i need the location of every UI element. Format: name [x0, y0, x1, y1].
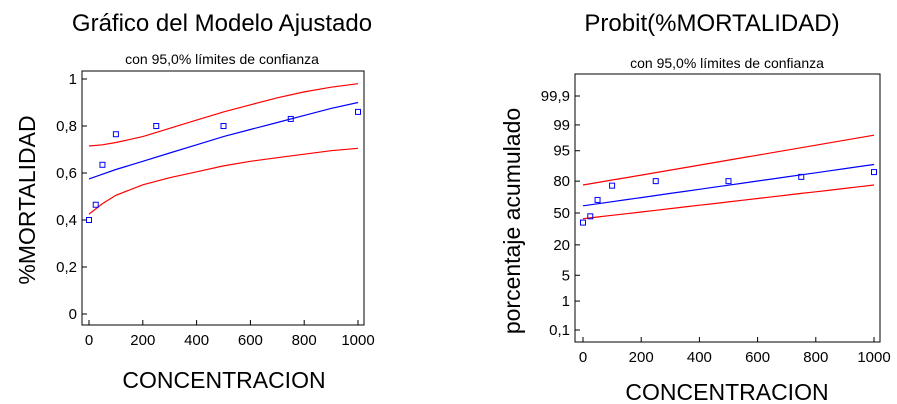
- chart1-data-point: [220, 123, 227, 129]
- chart1-data-point: [355, 108, 361, 115]
- chart2-data-point: [580, 219, 586, 226]
- chart1-title: Gráfico del Modelo Ajustado: [72, 10, 372, 37]
- chart2-x-axis-label: CONCENTRACION: [625, 379, 828, 404]
- chart1-upper-line: [88, 83, 359, 147]
- chart2-data-point: [609, 182, 616, 189]
- chart1-x-axis-label: CONCENTRACION: [122, 367, 325, 393]
- chart1-data-point: [86, 217, 92, 223]
- chart-probit: Probit(%MORTALIDAD) con 95,0% límites de…: [499, 10, 891, 404]
- chart2-y-tick-label: 1: [562, 293, 570, 310]
- chart2-data-point: [652, 178, 659, 185]
- chart1-x-tick-label: 800: [292, 332, 317, 349]
- chart2-data-point: [725, 178, 732, 185]
- chart1-y-tick-label: 0,6: [56, 165, 77, 182]
- chart2-x-tick-label: 0: [579, 349, 587, 366]
- chart2-data-point: [587, 213, 594, 220]
- chart1-x-tick-label: 400: [184, 332, 209, 349]
- chart2-y-tick-label: 99,9: [541, 88, 570, 105]
- chart1-plot-frame: [81, 70, 365, 326]
- chart2-x-tick-label: 400: [687, 349, 712, 366]
- chart2-y-axis-label: porcentaje acumulado: [499, 108, 525, 334]
- chart2-y-tick-label: 5: [562, 267, 570, 284]
- chart2-x-tick-label: 200: [629, 349, 654, 366]
- chart2-lower-line: [582, 184, 875, 220]
- chart1-lower-line: [88, 147, 359, 215]
- chart1-y-axis-label: %MORTALIDAD: [14, 115, 40, 284]
- chart1-x-tick-label: 200: [130, 332, 155, 349]
- chart1-x-tick-label: 0: [85, 332, 93, 349]
- chart2-x-tick-label: 800: [803, 349, 828, 366]
- chart2-y-tick-label: 50: [553, 205, 570, 222]
- chart2-data-point: [594, 196, 601, 203]
- chart1-data-point: [287, 115, 294, 122]
- chart2-subtitle: con 95,0% límites de confianza: [630, 55, 824, 71]
- chart-fitted-model: Gráfico del Modelo Ajustado con 95,0% lí…: [14, 10, 375, 393]
- chart2-y-tick-label: 0,1: [549, 322, 570, 339]
- chart2-fit-line: [582, 163, 875, 207]
- chart2-data-point: [798, 173, 805, 180]
- chart1-data-point: [92, 201, 99, 208]
- chart2-x-tick-label: 600: [745, 349, 770, 366]
- chart1-x-tick-label: 600: [238, 332, 263, 349]
- chart1-y-tick-label: 0,8: [56, 118, 77, 135]
- chart1-subtitle: con 95,0% límites de confianza: [125, 51, 319, 67]
- chart1-data-point: [112, 131, 119, 138]
- chart1-x-tick-label: 1000: [341, 332, 374, 349]
- chart2-y-tick-label: 95: [553, 143, 570, 160]
- chart2-data-point: [871, 169, 877, 176]
- chart2-y-tick-label: 99: [553, 117, 570, 134]
- chart1-y-tick-label: 0,2: [56, 259, 77, 276]
- chart2-title: Probit(%MORTALIDAD): [584, 10, 839, 37]
- chart2-plot-frame: [574, 73, 881, 343]
- chart2-x-tick-label: 1000: [857, 349, 890, 366]
- chart2-y-tick-label: 80: [553, 173, 570, 190]
- chart1-fit-line: [88, 101, 359, 180]
- chart1-data-point: [153, 123, 160, 129]
- chart1-y-tick-label: 1: [69, 71, 77, 88]
- chart2-upper-line: [582, 134, 875, 186]
- chart1-data-point: [99, 161, 106, 168]
- chart2-y-tick-label: 20: [553, 237, 570, 254]
- chart1-y-tick-label: 0,4: [56, 212, 77, 229]
- chart1-y-tick-label: 0: [69, 306, 77, 323]
